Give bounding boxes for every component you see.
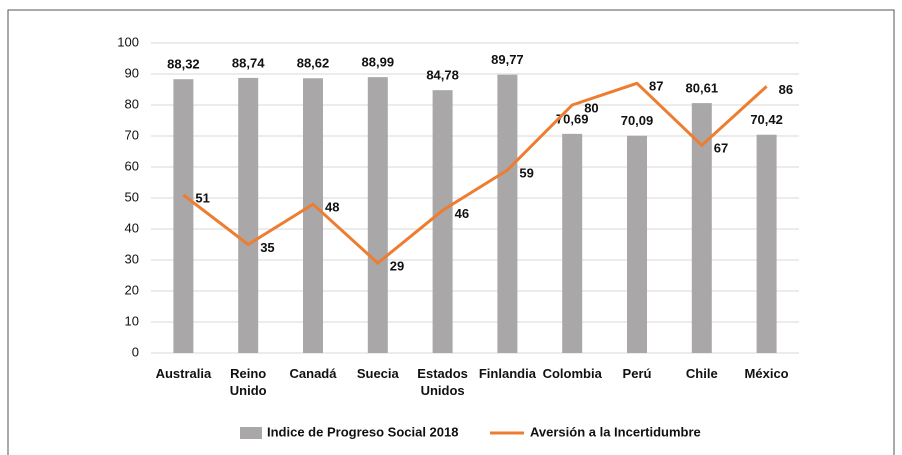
y-tick-label: 0 bbox=[132, 344, 139, 359]
x-tick-label: Finlandia bbox=[479, 366, 537, 381]
line-value-label: 46 bbox=[455, 206, 469, 221]
legend-label: Indice de Progreso Social 2018 bbox=[267, 424, 458, 439]
line-value-label: 35 bbox=[260, 240, 274, 255]
line-value-label: 67 bbox=[714, 141, 728, 156]
bar-value-label: 70,42 bbox=[750, 112, 783, 127]
bar-value-label: 88,99 bbox=[362, 55, 395, 70]
frame bbox=[7, 9, 895, 455]
bar-value-label: 88,74 bbox=[232, 55, 265, 70]
line-value-label: 51 bbox=[195, 190, 209, 205]
x-tick-label: Australia bbox=[156, 366, 212, 381]
y-tick-label: 100 bbox=[117, 34, 139, 49]
bar bbox=[432, 90, 453, 353]
y-tick-label: 80 bbox=[125, 96, 139, 111]
y-tick-label: 20 bbox=[125, 282, 139, 297]
y-tick-label: 10 bbox=[125, 313, 139, 328]
bar-value-label: 89,77 bbox=[491, 52, 524, 67]
x-tick-label: Suecia bbox=[357, 366, 400, 381]
y-tick-label: 90 bbox=[125, 65, 139, 80]
legend-label: Aversión a la Incertidumbre bbox=[530, 424, 701, 439]
y-tick-label: 70 bbox=[125, 127, 139, 142]
line-value-label: 29 bbox=[390, 259, 404, 274]
bar-value-label: 88,32 bbox=[167, 57, 200, 72]
bar bbox=[756, 134, 777, 353]
bar bbox=[238, 77, 259, 353]
y-tick-label: 50 bbox=[125, 189, 139, 204]
bar-value-label: 70,09 bbox=[621, 113, 654, 128]
x-tick-label: Chile bbox=[686, 366, 718, 381]
x-tick-label: Estados Unidos bbox=[417, 366, 468, 398]
y-tick-label: 40 bbox=[125, 220, 139, 235]
line bbox=[182, 81, 768, 266]
bar bbox=[173, 79, 194, 353]
y-tick-label: 60 bbox=[125, 158, 139, 173]
bar bbox=[562, 133, 583, 353]
bar-value-label: 84,78 bbox=[426, 68, 459, 83]
line-value-label: 80 bbox=[584, 100, 598, 115]
bar bbox=[367, 77, 388, 354]
x-tick-label: Perú bbox=[623, 366, 652, 381]
x-tick-label: Reino Unido bbox=[230, 366, 267, 398]
line-value-label: 87 bbox=[649, 79, 663, 94]
bar bbox=[497, 74, 518, 353]
bar bbox=[303, 78, 323, 353]
x-tick-label: Colombia bbox=[543, 366, 603, 381]
line-value-label: 48 bbox=[325, 200, 339, 215]
bar bbox=[691, 103, 712, 353]
legend-swatch bbox=[240, 427, 262, 439]
line-value-label: 59 bbox=[519, 166, 533, 181]
bar-value-label: 80,61 bbox=[686, 81, 719, 96]
y-tick-label: 30 bbox=[125, 251, 139, 266]
line-value-label: 86 bbox=[779, 82, 793, 97]
x-tick-label: México bbox=[745, 366, 789, 381]
bar-value-label: 88,62 bbox=[297, 56, 330, 71]
bar bbox=[627, 135, 647, 353]
x-tick-label: Canadá bbox=[290, 366, 338, 381]
